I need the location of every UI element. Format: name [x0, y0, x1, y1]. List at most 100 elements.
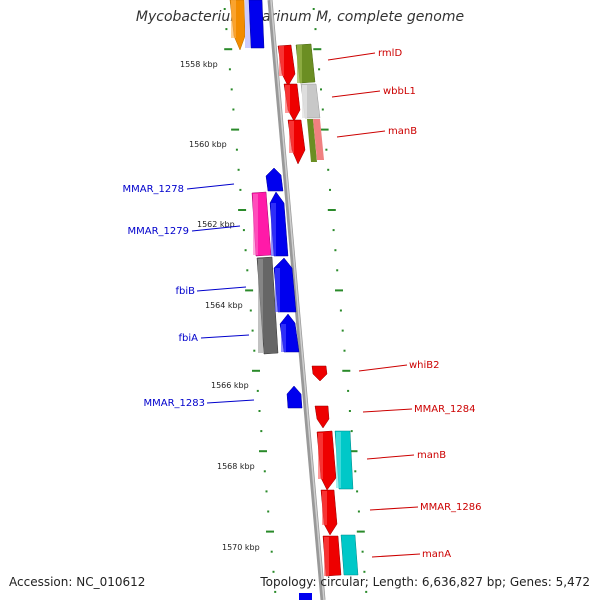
tick-mark — [356, 530, 365, 533]
gene-MMAR_1279[interactable] — [269, 191, 289, 257]
tick-mark — [266, 530, 274, 533]
tick-mark — [251, 329, 254, 332]
gene-fbiB[interactable] — [273, 257, 297, 313]
gene-manB-2[interactable] — [316, 430, 337, 491]
tick-mark — [321, 108, 324, 111]
gene-MMAR_1279-pink[interactable] — [251, 191, 272, 257]
tick-mark — [327, 168, 330, 171]
label-whiB2[interactable]: whiB2 — [409, 360, 440, 371]
label-MMAR_1284[interactable]: MMAR_1284 — [414, 404, 476, 415]
gene-top-blue[interactable] — [248, 0, 265, 49]
gene-top-orange[interactable] — [229, 0, 246, 51]
kbp-label-1568: 1568 kbp — [217, 462, 255, 471]
tick-mark — [336, 269, 339, 272]
gene-manB-2-cyan[interactable] — [334, 430, 354, 490]
tick-mark — [320, 88, 322, 91]
label-fbiA[interactable]: fbiA — [179, 333, 199, 344]
gene-fbiB-grey[interactable] — [256, 256, 279, 355]
tick-mark — [245, 289, 254, 292]
tick-mark — [332, 229, 335, 232]
tick-mark — [312, 8, 315, 10]
gene-MMAR_1283[interactable] — [286, 385, 303, 409]
label-MMAR_1286[interactable]: MMAR_1286 — [420, 502, 482, 513]
tick-mark — [231, 128, 240, 131]
tick-mark — [270, 550, 273, 553]
tick-mark — [224, 48, 233, 51]
tick-mark — [239, 188, 242, 191]
label-manB-1[interactable]: manB — [388, 126, 417, 137]
tick-mark — [230, 88, 233, 91]
tick-mark — [348, 410, 351, 412]
tick-mark — [314, 28, 317, 31]
tick-mark — [350, 430, 353, 433]
kbp-label-1562: 1562 kbp — [197, 220, 235, 229]
gene-manB-pink[interactable] — [313, 119, 324, 160]
gene-rmlD[interactable] — [295, 43, 316, 84]
tick-mark — [246, 269, 249, 272]
label-rmlD[interactable]: rmlD — [378, 48, 402, 59]
gene-bottom-blue[interactable] — [299, 593, 312, 600]
gene-manA-cyan[interactable] — [340, 534, 359, 576]
tick-mark — [357, 510, 360, 513]
tick-mark — [356, 490, 359, 493]
kbp-label-1570: 1570 kbp — [222, 543, 260, 552]
gene-red-2[interactable] — [283, 83, 301, 122]
tick-mark — [253, 349, 256, 352]
tick-mark — [342, 369, 351, 372]
tick-mark — [265, 490, 268, 493]
tick-mark — [318, 68, 321, 71]
label-MMAR_1279[interactable]: MMAR_1279 — [128, 226, 190, 237]
tick-mark — [329, 188, 331, 191]
gene-whiB2[interactable] — [311, 365, 328, 382]
gene-fbiA[interactable] — [279, 313, 300, 353]
tick-mark — [235, 148, 238, 151]
label-manB-2[interactable]: manB — [417, 450, 446, 461]
gene-manB-olive[interactable] — [307, 119, 317, 162]
tick-mark — [313, 48, 322, 51]
tick-mark — [252, 369, 260, 372]
gene-rmlD-red[interactable] — [277, 44, 296, 87]
tick-mark — [263, 470, 266, 473]
kbp-label-1558: 1558 kbp — [180, 60, 218, 69]
right-tick-guide — [312, 8, 368, 593]
accession-text: Accession: NC_010612 — [9, 575, 146, 589]
tick-mark — [256, 389, 259, 392]
label-connectors — [186, 52, 421, 558]
tick-mark — [325, 148, 328, 151]
label-wbbL1[interactable]: wbbL1 — [383, 86, 416, 97]
label-manA[interactable]: manA — [422, 549, 451, 560]
tick-mark — [361, 550, 364, 553]
tick-mark — [244, 249, 247, 252]
gene-wbbL1[interactable] — [300, 83, 321, 119]
tick-mark — [335, 289, 343, 292]
gene-MMAR_1286[interactable] — [320, 489, 338, 536]
kbp-labels: 1558 kbp 1560 kbp 1562 kbp 1564 kbp 1566… — [180, 60, 260, 552]
kbp-label-1566: 1566 kbp — [211, 381, 249, 390]
tick-mark — [242, 229, 245, 232]
tick-mark — [249, 309, 252, 312]
tick-mark — [347, 389, 350, 392]
left-tick-guide — [223, 8, 277, 593]
tick-mark — [237, 168, 240, 171]
tick-mark — [339, 309, 342, 312]
tick-mark — [363, 570, 366, 573]
tick-mark — [238, 209, 247, 211]
gene-top-lavender[interactable] — [245, 0, 250, 48]
label-MMAR_1278[interactable]: MMAR_1278 — [123, 184, 185, 195]
tick-mark — [272, 570, 275, 573]
gene-manA[interactable] — [322, 535, 342, 577]
tick-mark — [274, 590, 277, 593]
genome-title: Mycobacterium marinum M, complete genome — [135, 9, 465, 25]
tick-mark — [228, 68, 231, 71]
tick-mark — [260, 430, 263, 433]
topology-text: Topology: circular; Length: 6,636,827 bp… — [260, 575, 590, 589]
gene-MMAR_1284[interactable] — [314, 405, 330, 429]
kbp-label-1560: 1560 kbp — [189, 140, 227, 149]
gene-red-3[interactable] — [287, 119, 306, 165]
label-fbiB[interactable]: fbiB — [175, 286, 195, 297]
gene-MMAR_1278[interactable] — [265, 167, 284, 192]
tick-mark — [232, 108, 235, 111]
tick-mark — [327, 209, 336, 211]
label-MMAR_1283[interactable]: MMAR_1283 — [144, 398, 206, 409]
